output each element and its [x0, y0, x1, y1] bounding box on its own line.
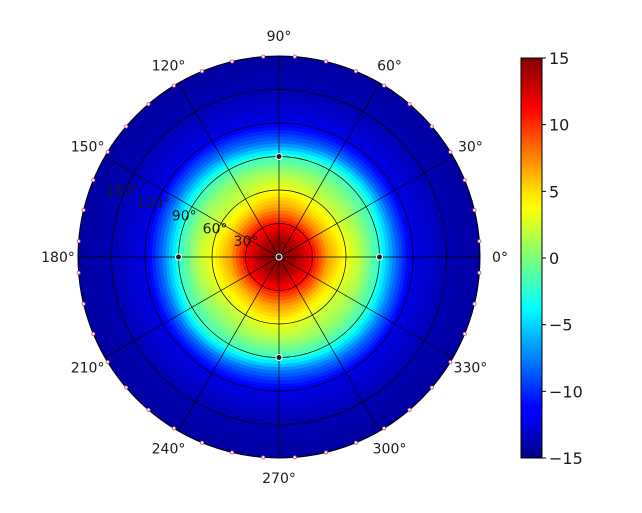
- heat-cell: [405, 256, 410, 265]
- heat-cell: [368, 256, 374, 263]
- heat-cell: [372, 256, 377, 263]
- heat-cell: [409, 255, 414, 266]
- heat-cell: [382, 256, 387, 264]
- heat-cell: [392, 256, 397, 265]
- heat-cell: [395, 256, 400, 265]
- heat-cell: [402, 256, 407, 265]
- heat-cell: [362, 256, 367, 263]
- heat-cell: [385, 256, 390, 264]
- heat-cell: [399, 256, 404, 265]
- heat-cell: [365, 256, 370, 263]
- heat-cell: [389, 256, 394, 264]
